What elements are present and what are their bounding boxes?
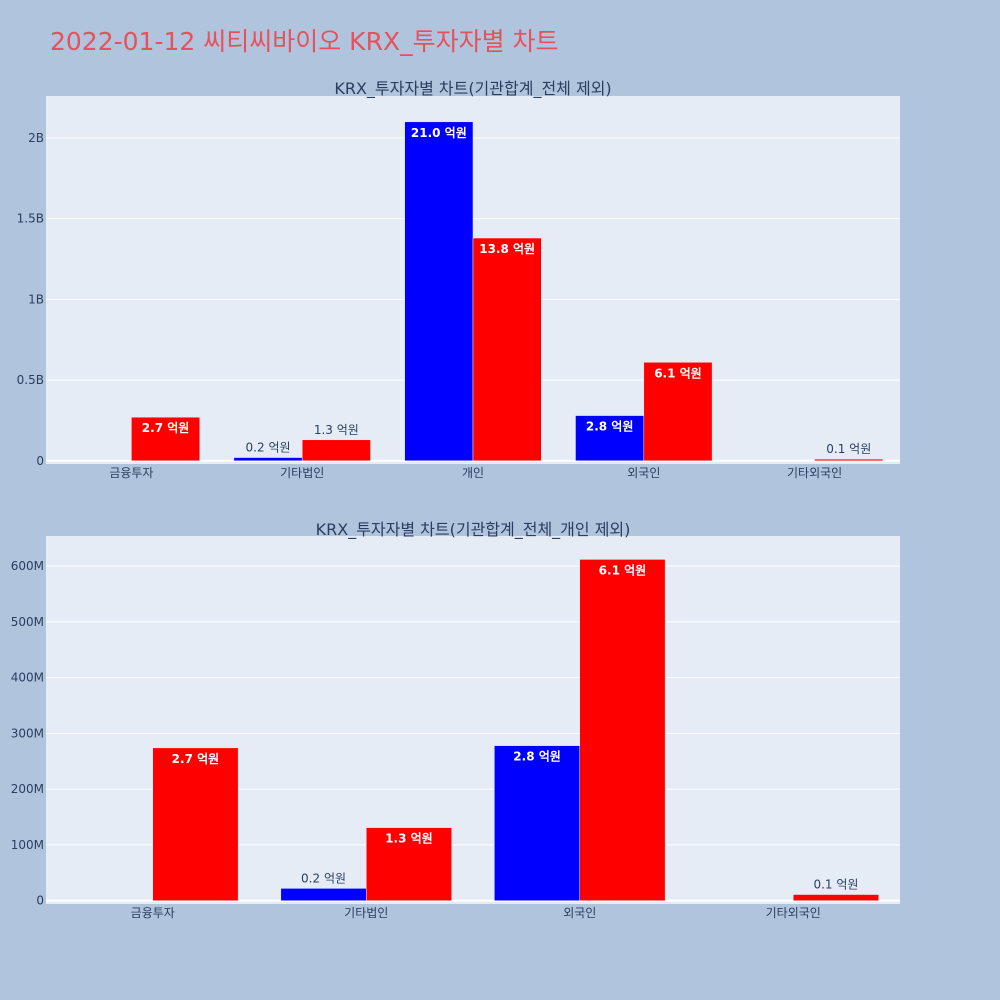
x-tick-label: 금융투자	[131, 906, 175, 920]
data-label: 0.2 억원	[246, 441, 291, 455]
y-tick-label: 1B	[28, 292, 44, 306]
y-tick-label: 600M	[11, 559, 44, 573]
y-tick-label: 100M	[11, 838, 44, 852]
data-label: 2.7 억원	[172, 752, 220, 766]
bar	[494, 745, 581, 901]
bar	[814, 458, 884, 462]
data-label: 2.8 억원	[513, 750, 561, 764]
y-tick-label: 0	[36, 454, 44, 468]
bar	[643, 362, 713, 462]
y-tick-label: 300M	[11, 726, 44, 740]
bar	[575, 415, 645, 462]
data-label: 1.3 억원	[314, 423, 359, 437]
page-title: 2022-01-12 씨티씨바이오 KRX_투자자별 차트	[50, 27, 559, 56]
bar	[233, 457, 303, 462]
data-label: 1.3 억원	[385, 832, 433, 846]
chart-2: 0 100M 200M 300M 400M 500M 600M KRX_투자자별 차트(기관합…	[11, 520, 900, 920]
bar	[301, 439, 371, 462]
x-tick-label: 금융투자	[109, 466, 153, 480]
bar	[793, 894, 879, 901]
chart-title: KRX_투자자별 차트(기관합계_전체 제외)	[334, 79, 611, 99]
bar	[366, 827, 452, 901]
data-label: 0.1 억원	[813, 878, 858, 892]
data-label: 2.8 억원	[586, 420, 634, 434]
y-tick-label: 200M	[11, 782, 44, 796]
x-tick-label: 기타법인	[280, 466, 324, 480]
data-label: 0.1 억원	[826, 442, 871, 456]
x-tick-label: 기타법인	[344, 906, 388, 920]
bar	[579, 559, 666, 901]
data-label: 6.1 억원	[599, 563, 647, 577]
y-tick-label: 400M	[11, 671, 44, 685]
bar	[152, 747, 239, 901]
x-tick-label: 외국인	[627, 466, 660, 480]
y-tick-label: 0	[36, 894, 44, 908]
y-tick-label: 0.5B	[17, 373, 44, 387]
data-label: 21.0 억원	[411, 126, 467, 140]
x-tick-label: 기타외국인	[787, 466, 842, 480]
x-tick-label: 개인	[462, 466, 484, 480]
bar	[472, 237, 542, 462]
y-tick-label: 2B	[28, 131, 44, 145]
bar	[280, 888, 367, 901]
bar	[404, 121, 474, 462]
x-tick-label: 외국인	[563, 906, 596, 920]
bar	[131, 416, 200, 462]
data-label: 2.7 억원	[142, 421, 190, 435]
x-tick-label: 기타외국인	[766, 906, 821, 920]
chart-1: 0 0.5B 1B 1.5B 2B KRX_투자자별 차트(기관합계_전체 제외) 금융투자…	[17, 79, 900, 480]
data-label: 0.2 억원	[301, 871, 346, 885]
data-label: 13.8 억원	[479, 242, 535, 256]
y-tick-label: 1.5B	[17, 212, 44, 226]
data-label: 6.1 억원	[654, 366, 702, 380]
chart-title: KRX_투자자별 차트(기관합계_전체_개인 제외)	[316, 520, 631, 540]
y-tick-label: 500M	[11, 615, 44, 629]
